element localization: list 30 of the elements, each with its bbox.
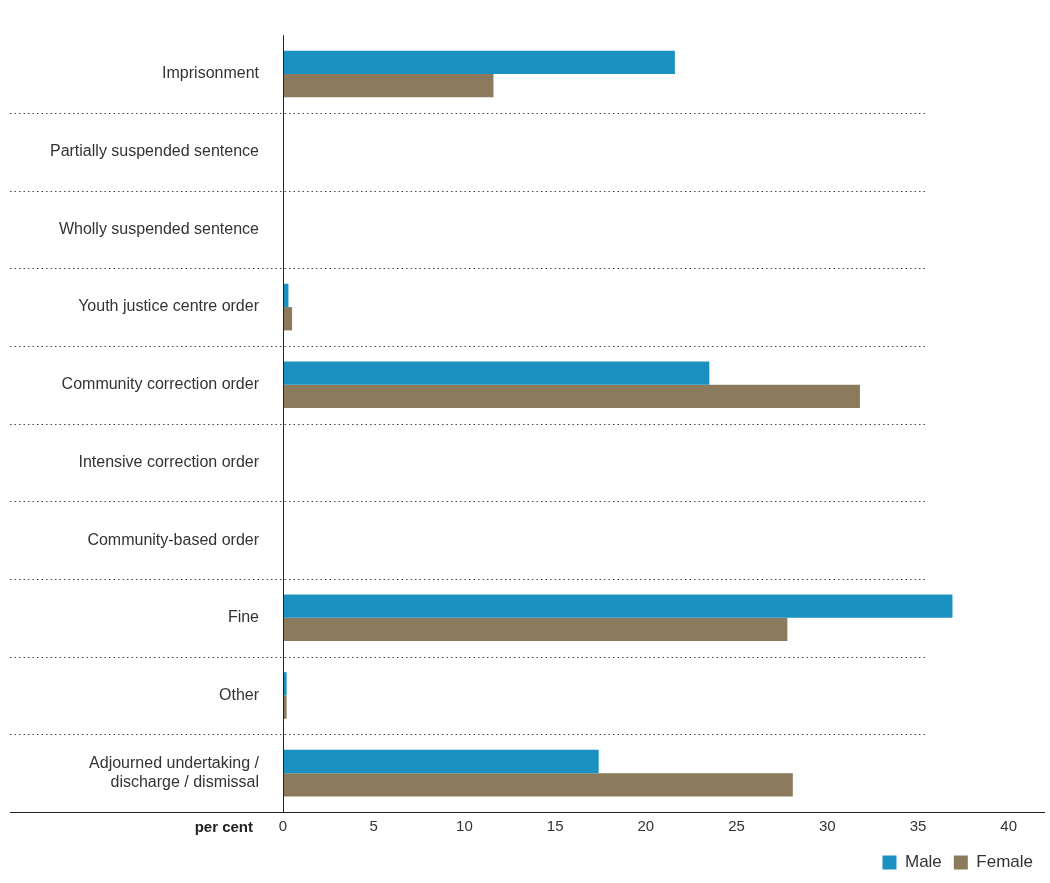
bar — [283, 594, 953, 618]
y-tick-label: Imprisonment — [162, 64, 260, 82]
x-tick-label: 40 — [1000, 817, 1018, 835]
y-tick-label: Youth justice centre order — [78, 297, 260, 315]
bar — [283, 749, 599, 774]
x-tick-label: 25 — [728, 817, 745, 835]
legend-label: Male — [904, 852, 942, 872]
y-tick-label: Fine — [227, 608, 260, 626]
x-axis-title: per cent — [194, 818, 253, 836]
y-tick-label: Community-based order — [87, 530, 260, 548]
y-tick-label: Wholly suspended sentence — [58, 219, 260, 237]
bar — [283, 617, 788, 642]
x-tick-label: 20 — [637, 817, 655, 835]
x-tick-label: 10 — [456, 817, 473, 835]
x-tick-label: 30 — [818, 817, 836, 835]
bar — [283, 74, 494, 98]
bar — [283, 50, 675, 75]
legend-label: Female — [976, 852, 1033, 872]
x-tick-label: 35 — [909, 817, 927, 835]
x-tick-label: 0 — [278, 817, 288, 835]
y-tick-label: Partially suspended sentence — [49, 142, 260, 160]
y-tick-label: Other — [218, 685, 260, 703]
y-tick-label: Adjourned undertaking / discharge / dismissal — [89, 753, 260, 791]
x-tick-label: 15 — [546, 817, 564, 835]
bar — [283, 384, 860, 409]
y-tick-label: Community correction order — [61, 375, 260, 393]
bar — [283, 773, 793, 797]
y-tick-label: Intensive correction order — [78, 452, 260, 470]
bar — [283, 361, 710, 385]
x-tick-label: 5 — [369, 817, 378, 835]
